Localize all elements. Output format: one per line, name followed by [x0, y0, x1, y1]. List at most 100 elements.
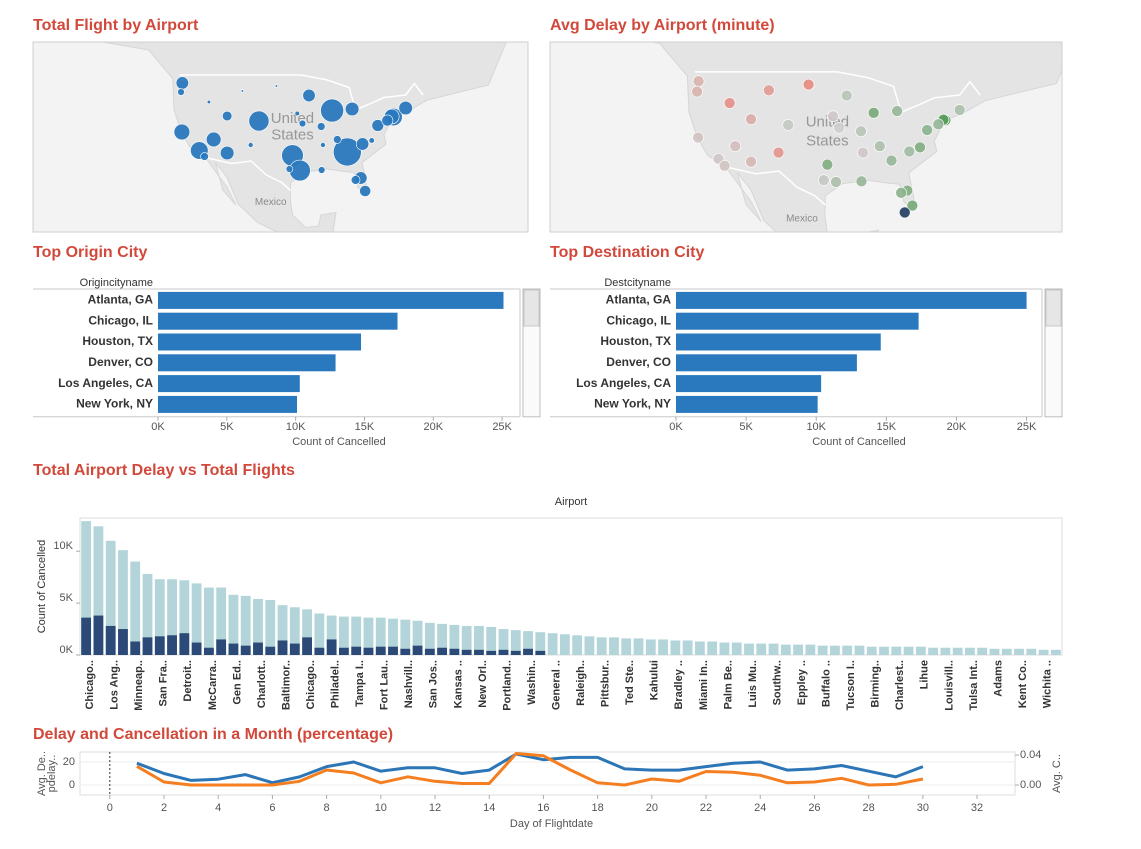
x-tick-label: Minneap..	[133, 660, 145, 711]
map-bubble	[175, 76, 189, 90]
map-bubble	[248, 110, 270, 132]
bar	[154, 579, 165, 655]
map-bubble	[802, 78, 815, 91]
map-bubble	[763, 84, 775, 97]
bar	[842, 645, 853, 655]
bar	[768, 643, 779, 655]
map-border	[725, 166, 826, 206]
bar	[314, 613, 325, 655]
bar	[302, 609, 312, 655]
panel-title: Total Flight by Airport	[33, 17, 199, 34]
bar	[130, 641, 141, 655]
y2-tick-label: 0.04	[1020, 749, 1041, 761]
map-bubble	[173, 123, 191, 141]
bar	[596, 637, 607, 655]
bar	[105, 540, 116, 655]
bar	[351, 616, 362, 655]
map-bubble	[855, 125, 867, 138]
x-axis-title: Count of Cancelled	[812, 436, 906, 448]
bar	[228, 643, 239, 655]
map-label: Mexico	[255, 197, 287, 208]
category-label: Denver, CO	[88, 355, 153, 369]
bar	[240, 645, 251, 655]
bar	[1001, 648, 1012, 655]
map-bubble	[891, 105, 903, 117]
map-border	[179, 74, 424, 112]
bar	[158, 291, 504, 309]
bar	[523, 631, 533, 655]
map-border	[205, 156, 292, 192]
map-bubble	[867, 107, 880, 119]
map-bubble	[333, 135, 342, 144]
bar	[158, 395, 298, 413]
bar	[158, 333, 362, 351]
bar	[731, 642, 742, 655]
scrollbar-thumb	[523, 289, 540, 327]
bar	[572, 635, 583, 655]
bar	[93, 615, 104, 655]
map-bubble	[222, 110, 233, 122]
x-tick-label: Los Ang..	[109, 660, 121, 710]
bar	[940, 647, 951, 655]
x-tick-label: Miami In..	[698, 660, 710, 710]
x-tick-label: New Orl..	[477, 660, 489, 708]
bar	[707, 641, 718, 655]
map-frame	[549, 41, 1063, 233]
x-tick-label: 12	[429, 802, 441, 814]
map-bubble	[692, 75, 705, 87]
bar	[424, 622, 435, 655]
x-tick-label: Eppley ..	[796, 660, 808, 705]
category-label: New York, NY	[594, 397, 671, 411]
bar	[339, 616, 349, 655]
x-tick-label: Pittsbur..	[600, 660, 612, 707]
map-label: States	[271, 126, 314, 143]
map-bubble	[371, 119, 385, 132]
bar	[412, 645, 423, 655]
bar	[412, 620, 423, 655]
bar	[400, 619, 411, 655]
bar	[191, 583, 202, 655]
x-tick-label: 18	[592, 802, 604, 814]
y-axis-title: Avg. De..	[36, 751, 48, 796]
bar	[130, 561, 141, 655]
bar	[461, 625, 472, 655]
x-tick-label: Washin..	[526, 660, 538, 705]
category-label: Denver, CO	[606, 355, 671, 369]
x-tick-label: 32	[971, 802, 983, 814]
x-tick-label: 2	[161, 802, 167, 814]
category-label: New York, NY	[76, 397, 153, 411]
bar	[105, 625, 116, 655]
bar	[277, 640, 288, 655]
x-tick-label: General ..	[550, 660, 562, 710]
map-bubble	[914, 141, 926, 154]
map-bubble	[368, 137, 375, 144]
bar	[1026, 648, 1037, 655]
x-tick-label: Louisvill..	[943, 660, 955, 711]
x-tick-label: Portland..	[501, 660, 513, 711]
bar	[437, 623, 448, 655]
bar	[142, 637, 153, 655]
bar	[351, 646, 362, 655]
map-bubble	[320, 142, 326, 148]
map-bubble	[240, 89, 245, 93]
bar	[228, 594, 239, 655]
category-label: Los Angeles, CA	[58, 376, 153, 390]
map-bubble	[903, 145, 916, 158]
map-bubble	[285, 165, 294, 173]
x-tick-label: Bradley ..	[673, 660, 685, 710]
bar	[547, 633, 558, 655]
x-tick-label: San Fra..	[158, 660, 170, 706]
bar	[326, 639, 337, 655]
bar	[756, 643, 767, 655]
map-bubble	[821, 158, 834, 171]
map-bubble	[692, 131, 704, 144]
bar	[326, 615, 337, 655]
bar	[584, 636, 595, 655]
bar	[339, 647, 349, 655]
x-tick-label: 0K	[669, 421, 683, 433]
bar	[535, 650, 546, 655]
bar	[633, 638, 644, 655]
bar	[216, 639, 227, 655]
map-bubble	[247, 142, 254, 148]
bar	[744, 643, 754, 655]
